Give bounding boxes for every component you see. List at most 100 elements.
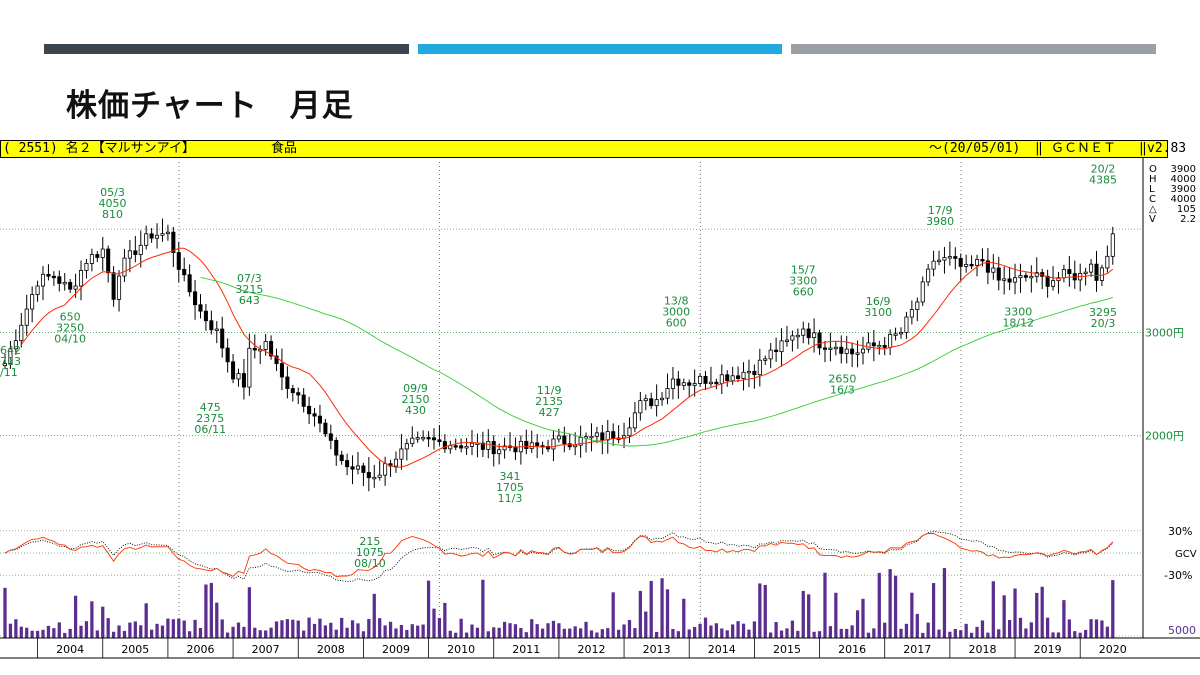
candle-body [117, 275, 122, 300]
candle-body [502, 445, 507, 451]
top-accent-bar-dark [44, 44, 409, 54]
candle-body [51, 275, 56, 279]
volume-bar [253, 627, 257, 638]
candle-body [752, 370, 757, 376]
candle-body [312, 413, 317, 417]
volume-bar [731, 624, 735, 638]
candle-body [828, 347, 833, 350]
candle-body [888, 333, 893, 348]
price-annotation: 3215 [235, 283, 263, 296]
volume-bar [432, 608, 436, 638]
price-annotation: 20/3 [1091, 317, 1116, 330]
volume-bar [627, 619, 632, 638]
volume-bar [1024, 628, 1028, 638]
price-annotation: 11/9 [537, 384, 562, 397]
price-annotation: 660 [793, 285, 814, 298]
volume-bar [486, 631, 490, 638]
volume-bar [73, 595, 78, 638]
candle-body [323, 422, 328, 435]
ohlcv-value: 4000 [1171, 174, 1196, 185]
candle-body [1013, 277, 1018, 283]
volume-bar [1029, 622, 1033, 638]
candle-body [160, 233, 165, 236]
volume-bar [546, 623, 550, 638]
candle-body [165, 231, 170, 235]
volume-bar [828, 626, 833, 638]
volume-bar [171, 619, 175, 638]
price-annotation: 13/8 [664, 294, 689, 307]
volume-bar [801, 590, 805, 638]
osc-fast-line [4, 533, 1114, 577]
candle-body [231, 361, 236, 380]
candle-body [155, 234, 160, 239]
price-annotation: 11/3 [498, 492, 523, 505]
candle-body [855, 352, 860, 355]
volume-bar [291, 619, 295, 638]
candle-body [426, 437, 431, 440]
candle-body [708, 381, 713, 385]
volume-bar [367, 618, 371, 638]
volume-bar [703, 617, 708, 638]
volume-bar [481, 579, 485, 638]
price-annotation: 16/9 [866, 295, 891, 308]
candle-body [345, 460, 350, 468]
candle-body [366, 472, 371, 479]
volume-bar [1094, 619, 1099, 638]
ohlcv-value: 2.2 [1180, 214, 1196, 225]
volume-bar [931, 583, 936, 638]
volume-bar [361, 631, 366, 638]
candle-body [1023, 275, 1028, 278]
candle-body [220, 328, 225, 349]
candle-body [850, 348, 855, 355]
volume-bar [682, 598, 686, 638]
volume-bar [915, 613, 919, 638]
ohlcv-label: O [1149, 164, 1157, 175]
candle-body [1067, 269, 1072, 275]
candle-body [442, 441, 447, 450]
volume-bar [893, 575, 898, 638]
volume-bar [519, 627, 523, 638]
candle-body [46, 273, 51, 277]
volume-bar [655, 631, 659, 638]
volume-bar [595, 632, 599, 638]
volume-bar [888, 569, 892, 638]
candle-body [203, 310, 208, 322]
candle-body [372, 476, 377, 480]
year-label: 2008 [317, 643, 345, 656]
candle-body [1045, 275, 1050, 287]
price-annotation-partial: 642 [0, 344, 21, 357]
candle-body [556, 435, 561, 440]
candle-body [638, 400, 643, 414]
candle-body [551, 438, 556, 450]
volume-bar [796, 630, 800, 638]
volume-bar [986, 632, 990, 638]
candle-body [149, 233, 154, 239]
volume-bar [714, 623, 719, 638]
candle-body [285, 376, 290, 389]
volume-bar [644, 611, 648, 638]
candle-body [996, 267, 1001, 281]
volume-bar [52, 628, 56, 638]
candle-body [410, 437, 415, 445]
candle-body [236, 373, 241, 380]
year-label: 2016 [838, 643, 866, 656]
candle-body [920, 281, 925, 303]
candle-body [209, 320, 214, 331]
price-annotation-partial: 713 [0, 355, 21, 368]
volume-bar [340, 617, 344, 638]
candle-body [980, 259, 985, 262]
volume-bar [942, 568, 947, 638]
price-annotation: 06/11 [194, 423, 226, 436]
candle-body [524, 440, 529, 450]
candle-body [1110, 233, 1115, 257]
volume-bar [14, 619, 18, 638]
volume-bar [128, 622, 132, 638]
volume-bar [877, 572, 881, 638]
candle-body [1051, 280, 1056, 287]
volume-bar [258, 630, 262, 638]
volume-bar [318, 618, 322, 638]
ohlcv-value: 3900 [1171, 164, 1196, 175]
volume-bar [910, 592, 914, 638]
volume-bar [948, 631, 952, 638]
candle-body [8, 348, 13, 364]
